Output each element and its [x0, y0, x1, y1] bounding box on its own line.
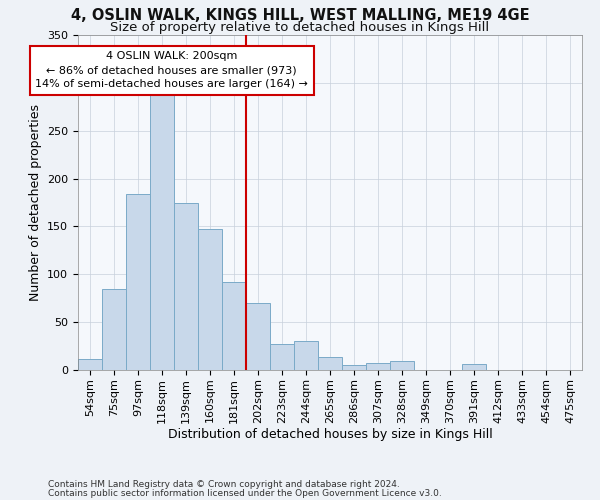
Bar	[198, 230, 222, 370]
Bar	[222, 282, 246, 370]
Text: Contains HM Land Registry data © Crown copyright and database right 2024.: Contains HM Land Registry data © Crown c…	[48, 480, 400, 489]
Bar	[390, 362, 414, 370]
Text: Size of property relative to detached houses in Kings Hill: Size of property relative to detached ho…	[110, 21, 490, 34]
Bar	[342, 365, 366, 370]
Text: Contains public sector information licensed under the Open Government Licence v3: Contains public sector information licen…	[48, 489, 442, 498]
Bar	[174, 202, 198, 370]
Bar	[126, 194, 150, 370]
X-axis label: Distribution of detached houses by size in Kings Hill: Distribution of detached houses by size …	[167, 428, 493, 442]
Y-axis label: Number of detached properties: Number of detached properties	[29, 104, 41, 301]
Bar	[270, 344, 294, 370]
Bar	[78, 358, 102, 370]
Bar	[150, 92, 174, 370]
Bar	[246, 303, 270, 370]
Bar	[462, 364, 486, 370]
Bar	[102, 288, 126, 370]
Bar	[318, 356, 342, 370]
Bar	[294, 342, 318, 370]
Bar	[366, 364, 390, 370]
Text: 4 OSLIN WALK: 200sqm
← 86% of detached houses are smaller (973)
14% of semi-deta: 4 OSLIN WALK: 200sqm ← 86% of detached h…	[35, 52, 308, 90]
Text: 4, OSLIN WALK, KINGS HILL, WEST MALLING, ME19 4GE: 4, OSLIN WALK, KINGS HILL, WEST MALLING,…	[71, 8, 529, 22]
